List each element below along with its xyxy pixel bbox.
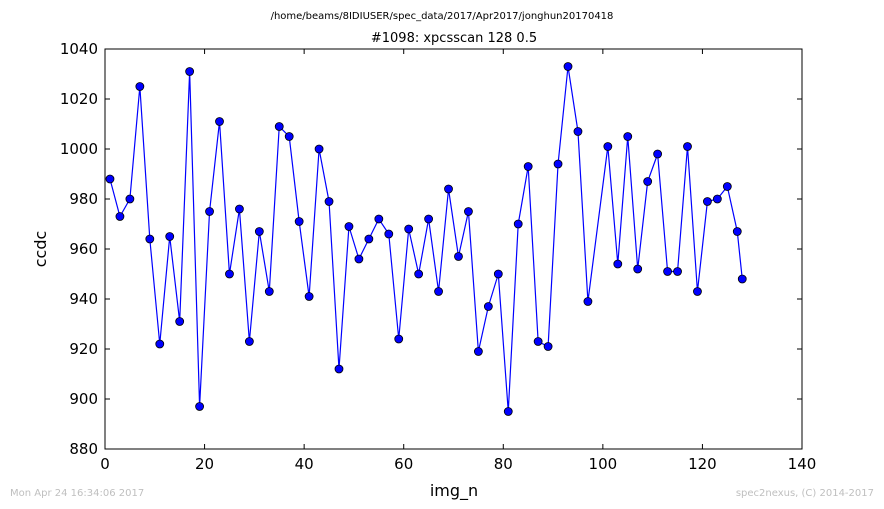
data-point-62 [732,227,742,236]
x-tick-label-0: 0 [100,455,110,473]
data-point-2 [125,194,135,204]
x-axis-label: img_n [430,481,478,501]
y-axis-label: ccdc [31,231,50,268]
x-tick-label-7: 140 [788,455,817,473]
data-point-5 [155,339,165,349]
data-point-33 [434,287,443,296]
data-point-25 [354,254,364,264]
y-tick-label-0: 880 [69,440,98,458]
y-tick-label-7: 1020 [60,90,98,108]
data-point-43 [533,337,543,346]
x-tick-label-1: 20 [195,455,214,473]
plot-area: 0 20 40 60 80 100 120 140 880 900 920 940 960 980 1000… [60,40,817,473]
data-point-7 [175,317,185,326]
data-point-52 [633,264,643,274]
data-point-8 [185,67,195,76]
data-point-19 [294,217,304,226]
data-point-9 [195,402,204,411]
path-title: /home/beams/8IDIUSER/spec_data/2017/Apr2… [271,11,614,22]
y-tick-label-8: 1040 [60,40,98,58]
data-point-31 [414,269,424,279]
data-point-38 [483,302,493,311]
series-line-0 [109,66,743,412]
data-point-16 [264,287,274,296]
data-point-18 [284,132,294,141]
data-point-3 [135,82,145,91]
data-point-34 [444,184,453,194]
data-point-13 [235,204,244,214]
data-point-47 [573,127,583,136]
data-point-23 [334,364,344,374]
x-tick-label-4: 80 [494,455,513,473]
data-point-44 [543,342,553,351]
data-point-40 [503,407,513,416]
data-point-49 [603,142,613,151]
x-tick-label-5: 100 [589,455,618,473]
data-point-10 [205,207,214,216]
data-point-4 [145,234,155,244]
data-point-39 [493,269,503,279]
data-point-21 [314,144,324,154]
data-point-56 [673,267,682,276]
data-point-24 [344,222,354,231]
y-tick-label-2: 920 [69,340,98,358]
footer-timestamp: Mon Apr 24 16:34:06 2017 [10,488,145,499]
data-point-41 [513,219,523,229]
data-point-55 [663,267,672,276]
x-tick-label-2: 40 [295,455,314,473]
data-point-59 [703,197,712,206]
data-point-29 [394,334,404,344]
data-point-6 [165,232,175,241]
footer-credit: spec2nexus, (C) 2014-2017 [735,488,874,499]
data-point-17 [274,122,284,131]
data-point-35 [454,252,463,261]
data-point-22 [324,197,334,206]
data-point-11 [215,117,224,126]
data-point-32 [424,214,434,224]
data-point-28 [384,229,394,239]
plot-frame [104,48,803,450]
y-tick-label-5: 980 [69,190,98,208]
data-point-51 [623,132,633,141]
data-point-15 [254,227,264,236]
data-point-45 [553,159,563,169]
data-point-26 [364,234,374,244]
data-point-63 [737,274,747,284]
data-point-37 [473,347,483,356]
chart-title: #1098: xpcsscan 128 0.5 [371,31,537,46]
data-point-1 [115,212,125,221]
y-tick-label-3: 940 [69,290,98,308]
data-point-57 [683,142,692,151]
data-point-50 [613,259,623,269]
data-point-0 [105,174,115,184]
data-point-12 [225,269,234,279]
data-point-20 [304,292,314,301]
data-point-46 [563,62,573,71]
x-tick-label-6: 120 [688,455,717,473]
data-point-30 [404,224,414,234]
data-point-14 [244,337,254,346]
data-point-60 [712,194,722,204]
data-point-53 [643,177,653,186]
x-tick-label-3: 60 [394,455,413,473]
data-point-58 [693,287,702,296]
data-point-36 [464,207,473,216]
data-point-61 [722,182,732,191]
data-point-42 [523,162,533,171]
y-tick-label-6: 1000 [60,140,98,158]
data-point-54 [653,149,663,159]
data-point-48 [583,297,593,306]
data-point-27 [374,214,384,224]
y-tick-label-4: 960 [69,240,98,258]
y-tick-label-1: 900 [69,390,98,408]
